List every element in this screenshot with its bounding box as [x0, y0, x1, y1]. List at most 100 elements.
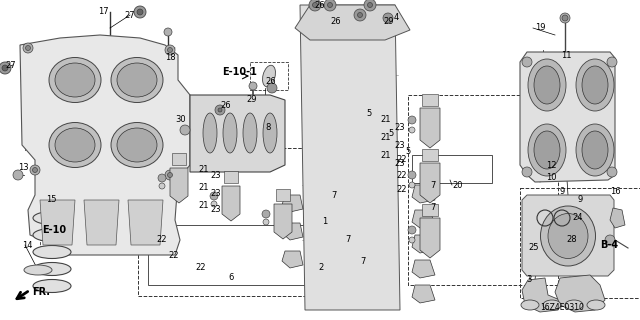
Text: 22: 22 [396, 186, 406, 195]
Text: 18: 18 [165, 53, 175, 62]
Circle shape [409, 182, 415, 188]
Text: 5: 5 [405, 148, 410, 156]
Ellipse shape [111, 123, 163, 167]
Circle shape [408, 226, 416, 234]
Polygon shape [190, 95, 285, 172]
Text: 21: 21 [198, 202, 209, 211]
Text: 27: 27 [5, 60, 15, 69]
Polygon shape [20, 35, 190, 255]
Circle shape [137, 9, 143, 15]
Text: 5: 5 [388, 129, 393, 138]
Text: 1: 1 [322, 218, 327, 227]
Polygon shape [282, 223, 303, 240]
Text: 14: 14 [22, 241, 33, 250]
Ellipse shape [111, 58, 163, 102]
Polygon shape [222, 186, 240, 221]
Circle shape [408, 116, 416, 124]
Circle shape [210, 192, 218, 200]
Circle shape [30, 165, 40, 175]
Polygon shape [300, 5, 400, 310]
Circle shape [26, 45, 31, 51]
Polygon shape [555, 275, 605, 312]
Ellipse shape [33, 212, 71, 225]
Circle shape [168, 47, 173, 52]
Ellipse shape [543, 300, 561, 310]
Text: 7: 7 [430, 180, 435, 189]
Circle shape [605, 235, 615, 245]
Ellipse shape [33, 228, 71, 242]
Text: 13: 13 [18, 164, 29, 172]
Ellipse shape [243, 113, 257, 153]
Text: E-10-1: E-10-1 [222, 67, 257, 77]
Bar [148, 225, 308, 285]
Circle shape [408, 171, 416, 179]
Polygon shape [520, 52, 615, 182]
Bar [412, 155, 492, 183]
Circle shape [354, 9, 366, 21]
Circle shape [0, 62, 11, 74]
Ellipse shape [33, 262, 71, 276]
Text: 17: 17 [98, 7, 109, 17]
Circle shape [383, 13, 393, 23]
Ellipse shape [24, 265, 52, 275]
Text: 26: 26 [265, 77, 276, 86]
Polygon shape [420, 108, 440, 148]
Bar [422, 94, 438, 106]
Text: 22: 22 [396, 156, 406, 164]
Text: 4: 4 [394, 13, 399, 22]
Polygon shape [412, 210, 435, 228]
Circle shape [23, 43, 33, 53]
Text: 21: 21 [198, 183, 209, 193]
Circle shape [165, 45, 175, 55]
Text: E-10: E-10 [42, 225, 66, 235]
Bar [224, 171, 238, 183]
Circle shape [562, 15, 568, 21]
Text: 7: 7 [360, 258, 365, 267]
Bar [276, 189, 290, 201]
Text: 27: 27 [124, 11, 134, 20]
Text: 23: 23 [210, 171, 221, 180]
Circle shape [312, 3, 317, 7]
Text: 24: 24 [572, 213, 582, 222]
Polygon shape [84, 200, 119, 245]
Text: 16: 16 [610, 188, 621, 196]
Text: 26: 26 [330, 18, 340, 27]
Ellipse shape [33, 245, 71, 259]
Text: 23: 23 [394, 123, 404, 132]
Circle shape [33, 167, 38, 172]
Text: 26: 26 [220, 100, 230, 109]
Circle shape [211, 201, 217, 207]
Text: 25: 25 [528, 244, 538, 252]
Text: 29: 29 [383, 18, 394, 27]
Ellipse shape [534, 66, 560, 104]
Text: 15: 15 [46, 196, 56, 204]
Ellipse shape [582, 131, 608, 169]
Text: 6: 6 [228, 274, 234, 283]
Circle shape [560, 13, 570, 23]
Circle shape [180, 125, 190, 135]
Ellipse shape [587, 300, 605, 310]
Text: 22: 22 [156, 236, 166, 244]
Text: 23: 23 [394, 140, 404, 149]
Circle shape [168, 172, 173, 178]
Polygon shape [412, 185, 435, 203]
Polygon shape [420, 163, 440, 203]
Ellipse shape [203, 113, 217, 153]
Text: 21: 21 [380, 116, 390, 124]
Polygon shape [610, 208, 625, 228]
Circle shape [267, 83, 277, 93]
Circle shape [522, 167, 532, 177]
Text: 12: 12 [546, 162, 557, 171]
Circle shape [262, 210, 270, 218]
Polygon shape [412, 235, 435, 253]
Circle shape [159, 183, 165, 189]
Polygon shape [412, 285, 435, 303]
Text: FR.: FR. [32, 287, 50, 297]
Text: 8: 8 [265, 124, 270, 132]
Text: 3: 3 [526, 276, 531, 284]
Text: 10: 10 [546, 173, 557, 182]
Circle shape [309, 0, 321, 11]
Ellipse shape [576, 59, 614, 111]
Text: 9: 9 [577, 196, 582, 204]
Circle shape [134, 6, 146, 18]
